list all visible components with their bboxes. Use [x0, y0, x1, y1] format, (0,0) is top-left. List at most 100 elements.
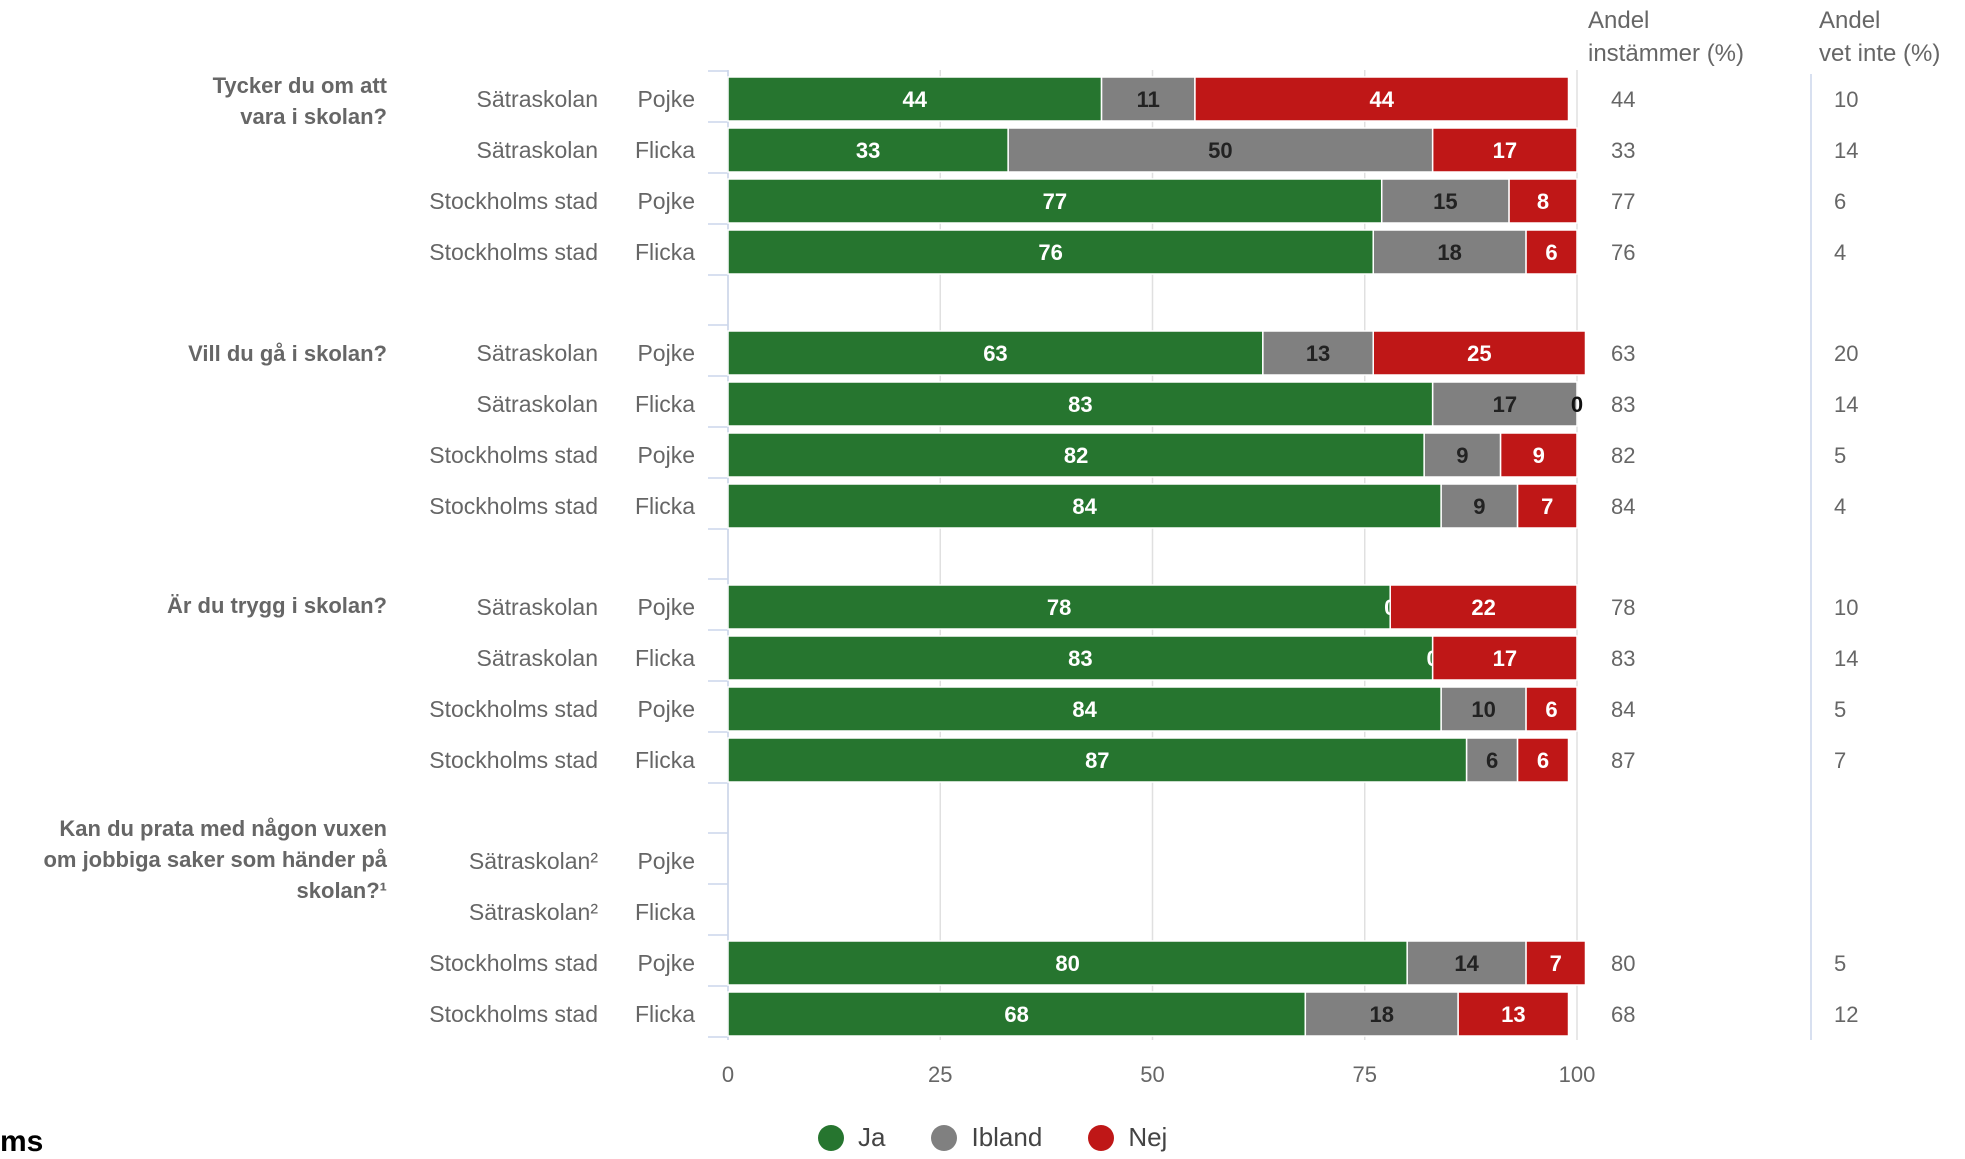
data-label-nej: 7	[1550, 951, 1562, 976]
row-gender-label: Pojke	[637, 340, 695, 366]
data-label-ja: 33	[856, 138, 880, 163]
bar-segment-ja	[727, 686, 1442, 732]
row-group-label: Stockholms stad	[429, 188, 598, 214]
data-label-ibland: 11	[1137, 87, 1160, 112]
row-group-label: Sätraskolan²	[469, 848, 598, 874]
data-label-ibland: 13	[1306, 341, 1330, 366]
bar-segment-ibland	[1262, 330, 1374, 376]
andel-instammer-value: 84	[1611, 697, 1635, 722]
bar-segment-nej	[1457, 991, 1570, 1037]
bar-segment-ibland	[1440, 686, 1527, 732]
bar-segment-nej	[1525, 940, 1587, 986]
bar-segment-ja	[727, 432, 1425, 478]
data-label-ja: 76	[1038, 240, 1062, 265]
andel-instammer-value: 77	[1611, 189, 1635, 214]
row-gender-label: Pojke	[637, 86, 695, 112]
bar-segment-ibland	[1440, 483, 1519, 529]
bar-segment-nej	[1516, 483, 1578, 529]
andel-vet-inte-value: 14	[1834, 646, 1858, 671]
andel-vet-inte-value: 14	[1834, 392, 1858, 417]
data-label-ibland: 6	[1486, 748, 1498, 773]
bar-segment-ibland	[1380, 178, 1510, 224]
andel-vet-inte-value: 5	[1834, 951, 1846, 976]
data-label-ja: 44	[903, 87, 928, 112]
data-label-ibland: 10	[1471, 697, 1495, 722]
legend-swatch-ibland	[931, 1124, 958, 1151]
data-label-nej: 17	[1493, 138, 1517, 163]
x-tick-label-0: 0	[722, 1062, 734, 1087]
data-label-nej: 17	[1493, 646, 1517, 671]
bar-segment-ja	[727, 178, 1383, 224]
data-label-nej: 13	[1501, 1002, 1525, 1027]
bar-segment-nej	[1499, 432, 1578, 478]
row-group-label: Stockholms stad	[429, 696, 598, 722]
row-gender-label: Pojke	[637, 594, 695, 620]
bar-segment-ja	[727, 584, 1391, 630]
andel-instammer-value: 84	[1611, 494, 1635, 519]
data-label-ja: 63	[983, 341, 1007, 366]
row-gender-label: Pojke	[637, 848, 695, 874]
andel-vet-inte-value: 14	[1834, 138, 1858, 163]
bar-segment-nej	[1516, 737, 1570, 783]
row-group-label: Sätraskolan	[477, 86, 598, 112]
data-label-nej: 25	[1467, 341, 1491, 366]
bar-segment-nej	[1508, 178, 1578, 224]
row-gender-label: Flicka	[635, 1001, 695, 1027]
row-gender-label: Pojke	[637, 696, 695, 722]
legend-swatch-nej	[1088, 1124, 1115, 1151]
row-gender-label: Flicka	[635, 645, 695, 671]
andel-instammer-value: 78	[1611, 595, 1635, 620]
data-label-ibland: 18	[1369, 1002, 1393, 1027]
row-group-label: Sätraskolan	[477, 340, 598, 366]
legend-item-ibland: Ibland	[931, 1122, 1042, 1153]
question-label-3: Är du trygg i skolan?	[166, 593, 387, 618]
row-gender-label: Flicka	[635, 493, 695, 519]
legend-swatch-ja	[818, 1124, 844, 1151]
row-gender-label: Flicka	[635, 137, 695, 163]
data-label-ibland: 17	[1493, 392, 1517, 417]
row-gender-label: Flicka	[635, 747, 695, 773]
bar-segment-nej	[1389, 584, 1578, 630]
bar-segment-ibland	[1431, 381, 1578, 427]
data-label-ja: 80	[1055, 951, 1079, 976]
andel-vet-inte-value: 10	[1834, 595, 1858, 620]
legend-item-ja: Ja	[818, 1122, 885, 1153]
bar-segment-ja	[727, 483, 1442, 529]
legend-label-ja: Ja	[858, 1122, 886, 1152]
data-label-nej: 6	[1545, 697, 1557, 722]
bar-segment-ja	[727, 127, 1009, 173]
bar-segment-ibland	[1304, 991, 1459, 1037]
bar-segment-nej	[1431, 635, 1578, 681]
data-label-nej: 7	[1541, 494, 1553, 519]
andel-instammer-value: 33	[1611, 138, 1635, 163]
andel-instammer-value: 87	[1611, 748, 1635, 773]
data-label-ja: 84	[1072, 494, 1097, 519]
andel-instammer-value: 76	[1611, 240, 1635, 265]
data-label-nej: 6	[1545, 240, 1557, 265]
bar-segment-ja	[727, 330, 1264, 376]
corner-text: ms	[0, 1125, 44, 1158]
data-label-ja: 84	[1072, 697, 1097, 722]
legend-label-ibland: Ibland	[971, 1122, 1043, 1152]
bar-segment-ja	[727, 737, 1468, 783]
andel-vet-inte-value: 5	[1834, 443, 1846, 468]
row-group-label: Stockholms stad	[429, 239, 598, 265]
row-group-label: Stockholms stad	[429, 442, 598, 468]
data-label-ibland: 15	[1433, 189, 1457, 214]
data-label-ja: 68	[1004, 1002, 1028, 1027]
row-group-label: Stockholms stad	[429, 493, 598, 519]
row-group-label: Sätraskolan	[477, 137, 598, 163]
andel-vet-inte-value: 5	[1834, 697, 1846, 722]
x-tick-label-75: 75	[1353, 1062, 1377, 1087]
bar-segment-ja	[727, 229, 1374, 275]
data-label-nej: 44	[1369, 87, 1394, 112]
row-group-label: Stockholms stad	[429, 950, 598, 976]
row-gender-label: Flicka	[635, 899, 695, 925]
andel-vet-inte-value: 20	[1834, 341, 1858, 366]
andel-instammer-value: 83	[1611, 392, 1635, 417]
column-header-andel-instammer: Andel instämmer (%)	[1588, 7, 1745, 67]
data-label-ibland: 50	[1208, 138, 1232, 163]
data-label-nej: 22	[1471, 595, 1495, 620]
data-label-ibland: 18	[1437, 240, 1461, 265]
row-gender-label: Pojke	[637, 950, 695, 976]
